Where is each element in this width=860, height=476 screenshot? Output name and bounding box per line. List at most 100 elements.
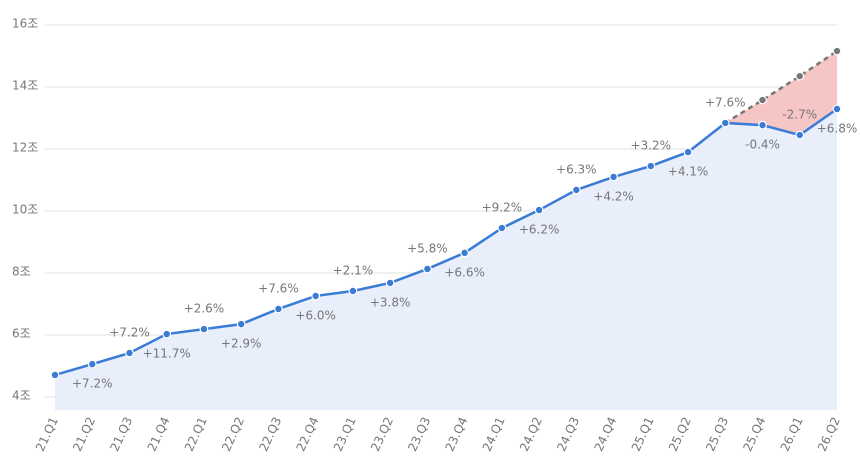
- growth-label: +9.2%: [482, 201, 523, 215]
- y-tick-label: 8조: [12, 264, 31, 278]
- x-tick: 24.Q1: [480, 415, 508, 454]
- x-tick: 22.Q2: [219, 415, 247, 454]
- x-tick-label: 23.Q1: [331, 415, 359, 454]
- x-tick-label: 25.Q4: [740, 415, 768, 454]
- growth-label: +2.1%: [333, 263, 374, 277]
- y-tick-label: 6조: [12, 326, 31, 340]
- x-tick-label: 22.Q1: [182, 415, 210, 454]
- x-tick: 26.Q1: [778, 415, 806, 454]
- point: [199, 324, 209, 334]
- growth-label: +3.2%: [631, 139, 672, 153]
- point: [795, 130, 805, 140]
- growth-label: +11.7%: [143, 347, 191, 361]
- x-tick: 24.Q2: [517, 415, 545, 454]
- x-tick: 21.Q1: [33, 415, 61, 454]
- growth-label: +6.0%: [295, 308, 336, 322]
- point: [832, 104, 842, 114]
- x-tick: 24.Q4: [591, 415, 619, 454]
- point: [50, 370, 60, 380]
- growth-label: +4.1%: [668, 165, 709, 179]
- point: [795, 71, 805, 81]
- y-tick-label: 12조: [12, 140, 38, 154]
- x-tick-label: 21.Q2: [70, 415, 98, 454]
- growth-label: +3.8%: [370, 295, 411, 309]
- point: [274, 304, 283, 314]
- x-tick: 23.Q1: [331, 415, 359, 454]
- x-tick-label: 24.Q4: [591, 415, 619, 454]
- point: [236, 319, 246, 329]
- x-tick-label: 23.Q4: [443, 415, 471, 454]
- point: [162, 329, 172, 339]
- point: [87, 359, 97, 369]
- x-tick-label: 23.Q3: [405, 415, 433, 454]
- y-tick-label: 10조: [12, 202, 38, 216]
- point: [571, 185, 581, 195]
- x-tick: 22.Q3: [256, 415, 284, 454]
- x-tick-label: 25.Q1: [629, 415, 657, 454]
- x-tick-label: 21.Q1: [33, 415, 61, 454]
- gap-area: [725, 51, 837, 136]
- point: [758, 120, 767, 130]
- point: [758, 95, 767, 105]
- point: [683, 147, 693, 157]
- point: [460, 248, 470, 258]
- x-tick-label: 22.Q4: [294, 415, 322, 454]
- point: [497, 223, 507, 233]
- growth-label: +2.6%: [184, 302, 225, 316]
- point: [609, 172, 618, 182]
- growth-label: +6.8%: [817, 122, 858, 136]
- growth-label: +6.6%: [444, 265, 485, 279]
- point: [348, 286, 358, 296]
- point: [125, 348, 134, 358]
- growth-label: +2.9%: [221, 337, 262, 351]
- x-tick: 23.Q3: [405, 415, 433, 454]
- growth-label: +7.2%: [72, 377, 113, 391]
- x-tick: 21.Q2: [70, 415, 98, 454]
- x-tick-label: 22.Q3: [256, 415, 284, 454]
- point: [311, 291, 321, 301]
- x-tick-label: 25.Q2: [666, 415, 694, 454]
- growth-label: +7.6%: [705, 95, 746, 109]
- point: [385, 278, 395, 288]
- point: [422, 264, 432, 274]
- y-tick-label: 16조: [12, 17, 38, 31]
- x-tick: 25.Q3: [703, 415, 731, 454]
- x-tick-label: 26.Q2: [815, 415, 843, 454]
- x-tick-label: 24.Q2: [517, 415, 545, 454]
- growth-label: +7.2%: [109, 325, 150, 339]
- y-tick-label: 14조: [12, 78, 38, 92]
- point: [720, 118, 730, 128]
- line: [724, 50, 838, 125]
- growth-label: +6.3%: [556, 162, 597, 176]
- growth-label: -0.4%: [745, 138, 780, 152]
- x-tick: 21.Q3: [107, 415, 135, 454]
- point: [534, 205, 544, 215]
- point: [832, 46, 842, 56]
- growth-label: +7.6%: [258, 281, 299, 295]
- x-tick-label: 26.Q1: [778, 415, 806, 454]
- x-tick-label: 23.Q2: [368, 415, 396, 454]
- growth-label: +4.2%: [593, 189, 634, 203]
- x-tick: 25.Q4: [740, 415, 768, 454]
- x-tick: 23.Q2: [368, 415, 396, 454]
- x-tick-label: 24.Q3: [554, 415, 582, 454]
- x-tick-label: 24.Q1: [480, 415, 508, 454]
- point: [646, 161, 656, 171]
- x-tick: 21.Q4: [145, 415, 173, 454]
- growth-label: -2.7%: [782, 108, 817, 122]
- x-tick-label: 25.Q3: [703, 415, 731, 454]
- y-tick-label: 4조: [12, 388, 31, 402]
- x-tick-label: 21.Q3: [107, 415, 135, 454]
- x-tick: 25.Q1: [629, 415, 657, 454]
- line: [54, 107, 838, 377]
- x-tick: 22.Q4: [294, 415, 322, 454]
- growth-label: +5.8%: [407, 241, 448, 255]
- x-tick: 23.Q4: [443, 415, 471, 454]
- x-tick: 22.Q1: [182, 415, 210, 454]
- x-tick-label: 22.Q2: [219, 415, 247, 454]
- x-tick: 24.Q3: [554, 415, 582, 454]
- x-tick-label: 21.Q4: [145, 415, 173, 454]
- x-tick: 25.Q2: [666, 415, 694, 454]
- growth-label: +6.2%: [519, 223, 560, 237]
